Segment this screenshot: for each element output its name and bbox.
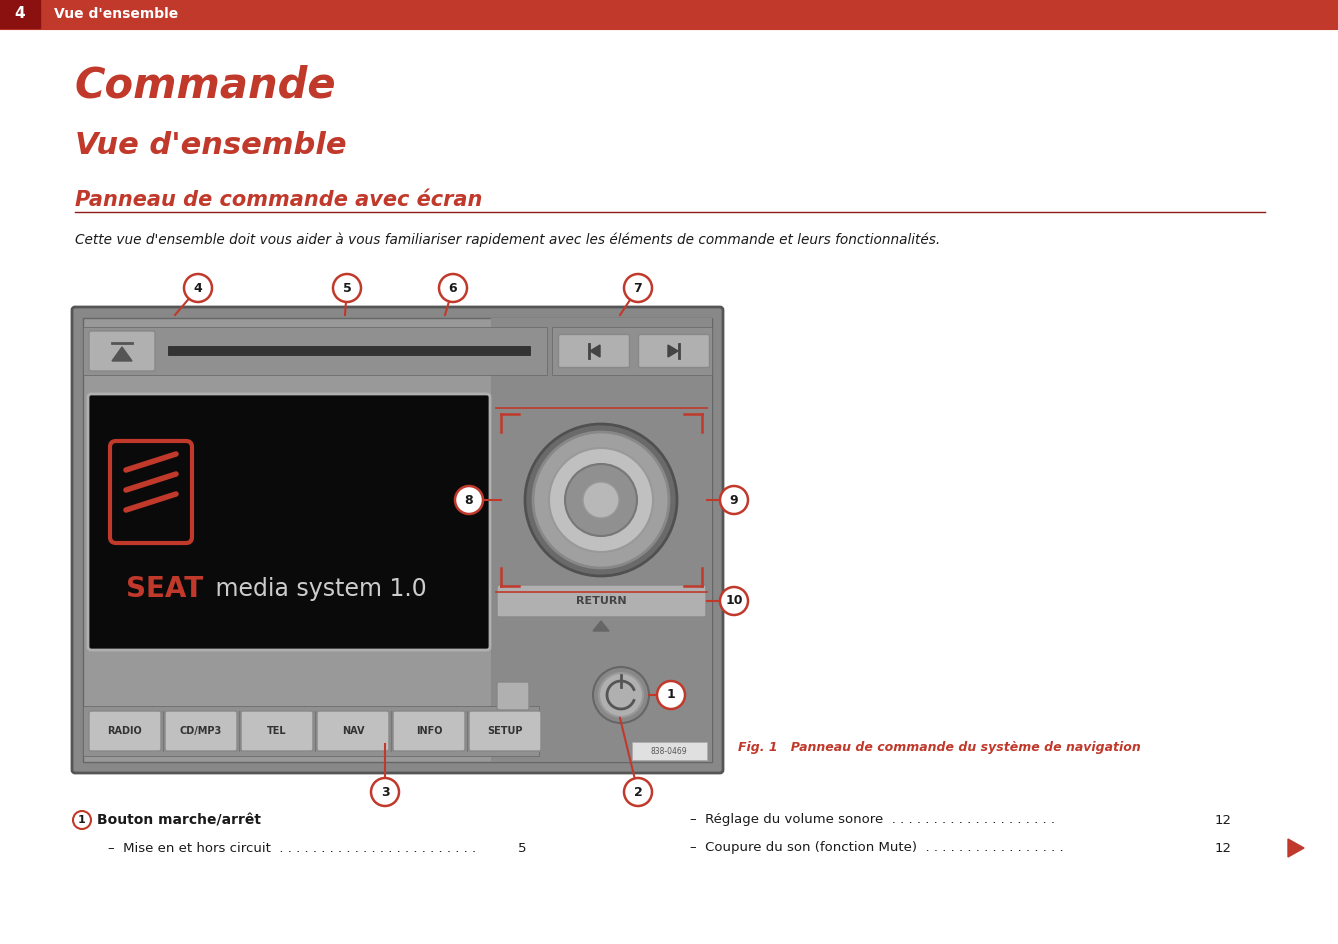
Circle shape <box>583 482 619 518</box>
Text: –  Mise en et hors circuit  . . . . . . . . . . . . . . . . . . . . . . . .: – Mise en et hors circuit . . . . . . . … <box>108 841 476 854</box>
Circle shape <box>74 811 91 829</box>
Bar <box>0 0 40 28</box>
Text: SEAT: SEAT <box>126 575 203 603</box>
Text: INFO: INFO <box>416 726 443 736</box>
Text: SETUP: SETUP <box>487 726 523 736</box>
Polygon shape <box>112 347 132 361</box>
Circle shape <box>371 778 399 806</box>
Text: –  Réglage du volume sonore  . . . . . . . . . . . . . . . . . . . .: – Réglage du volume sonore . . . . . . .… <box>690 814 1054 827</box>
FancyBboxPatch shape <box>558 334 629 367</box>
Circle shape <box>657 681 685 709</box>
Text: 4: 4 <box>194 281 202 295</box>
FancyBboxPatch shape <box>241 711 313 751</box>
FancyBboxPatch shape <box>72 307 723 773</box>
FancyBboxPatch shape <box>317 711 389 751</box>
Bar <box>83 706 539 756</box>
Circle shape <box>720 486 748 514</box>
Text: Vue d'ensemble: Vue d'ensemble <box>54 7 178 21</box>
Text: 10: 10 <box>725 595 743 608</box>
Text: Panneau de commande avec écran: Panneau de commande avec écran <box>75 190 483 210</box>
Text: Bouton marche/arrêt: Bouton marche/arrêt <box>96 813 261 827</box>
Text: Vue d'ensemble: Vue d'ensemble <box>75 130 347 160</box>
Bar <box>169 346 530 355</box>
FancyBboxPatch shape <box>638 334 709 367</box>
Text: 2: 2 <box>634 785 642 799</box>
Text: CD/MP3: CD/MP3 <box>179 726 222 736</box>
Circle shape <box>593 667 649 723</box>
Polygon shape <box>593 621 609 631</box>
Bar <box>0 0 1338 28</box>
Text: TEL: TEL <box>268 726 286 736</box>
Text: 12: 12 <box>1215 814 1232 827</box>
Bar <box>553 327 712 375</box>
Text: 4: 4 <box>15 7 25 22</box>
Text: Commande: Commande <box>75 64 337 106</box>
Bar <box>632 742 706 760</box>
Circle shape <box>549 448 653 552</box>
FancyBboxPatch shape <box>470 711 541 751</box>
Text: 838-0469: 838-0469 <box>650 747 688 755</box>
Circle shape <box>599 673 644 717</box>
Text: 12: 12 <box>1215 841 1232 854</box>
Text: 8: 8 <box>464 494 474 507</box>
FancyBboxPatch shape <box>165 711 237 751</box>
Text: 1: 1 <box>666 688 676 701</box>
Text: –  Coupure du son (fonction Mute)  . . . . . . . . . . . . . . . . .: – Coupure du son (fonction Mute) . . . .… <box>690 841 1064 854</box>
Text: 9: 9 <box>729 494 739 507</box>
Text: 5: 5 <box>518 841 526 854</box>
Circle shape <box>720 587 748 615</box>
FancyBboxPatch shape <box>90 711 161 751</box>
FancyBboxPatch shape <box>90 331 155 371</box>
Circle shape <box>439 274 467 302</box>
Polygon shape <box>668 345 678 357</box>
Circle shape <box>624 274 652 302</box>
Circle shape <box>524 424 677 576</box>
Text: 6: 6 <box>448 281 458 295</box>
Bar <box>83 327 547 375</box>
Circle shape <box>565 464 637 536</box>
Text: 1: 1 <box>78 815 86 825</box>
Text: 5: 5 <box>343 281 352 295</box>
Circle shape <box>333 274 361 302</box>
Circle shape <box>533 432 669 568</box>
Text: media system 1.0: media system 1.0 <box>207 577 427 601</box>
Text: 7: 7 <box>634 281 642 295</box>
Text: RADIO: RADIO <box>107 726 142 736</box>
Polygon shape <box>1288 839 1305 857</box>
Circle shape <box>455 486 483 514</box>
Bar <box>83 318 712 762</box>
Text: RETURN: RETURN <box>575 596 626 606</box>
Text: Fig. 1   Panneau de commande du système de navigation: Fig. 1 Panneau de commande du système de… <box>739 741 1141 754</box>
Text: 3: 3 <box>381 785 389 799</box>
Bar <box>491 318 712 762</box>
Text: Cette vue d'ensemble doit vous aider à vous familiariser rapidement avec les élé: Cette vue d'ensemble doit vous aider à v… <box>75 233 941 247</box>
Circle shape <box>185 274 211 302</box>
FancyBboxPatch shape <box>496 585 706 617</box>
FancyBboxPatch shape <box>496 682 529 710</box>
Text: NAV: NAV <box>341 726 364 736</box>
FancyBboxPatch shape <box>393 711 466 751</box>
FancyBboxPatch shape <box>88 394 490 650</box>
Polygon shape <box>590 345 599 357</box>
Circle shape <box>624 778 652 806</box>
